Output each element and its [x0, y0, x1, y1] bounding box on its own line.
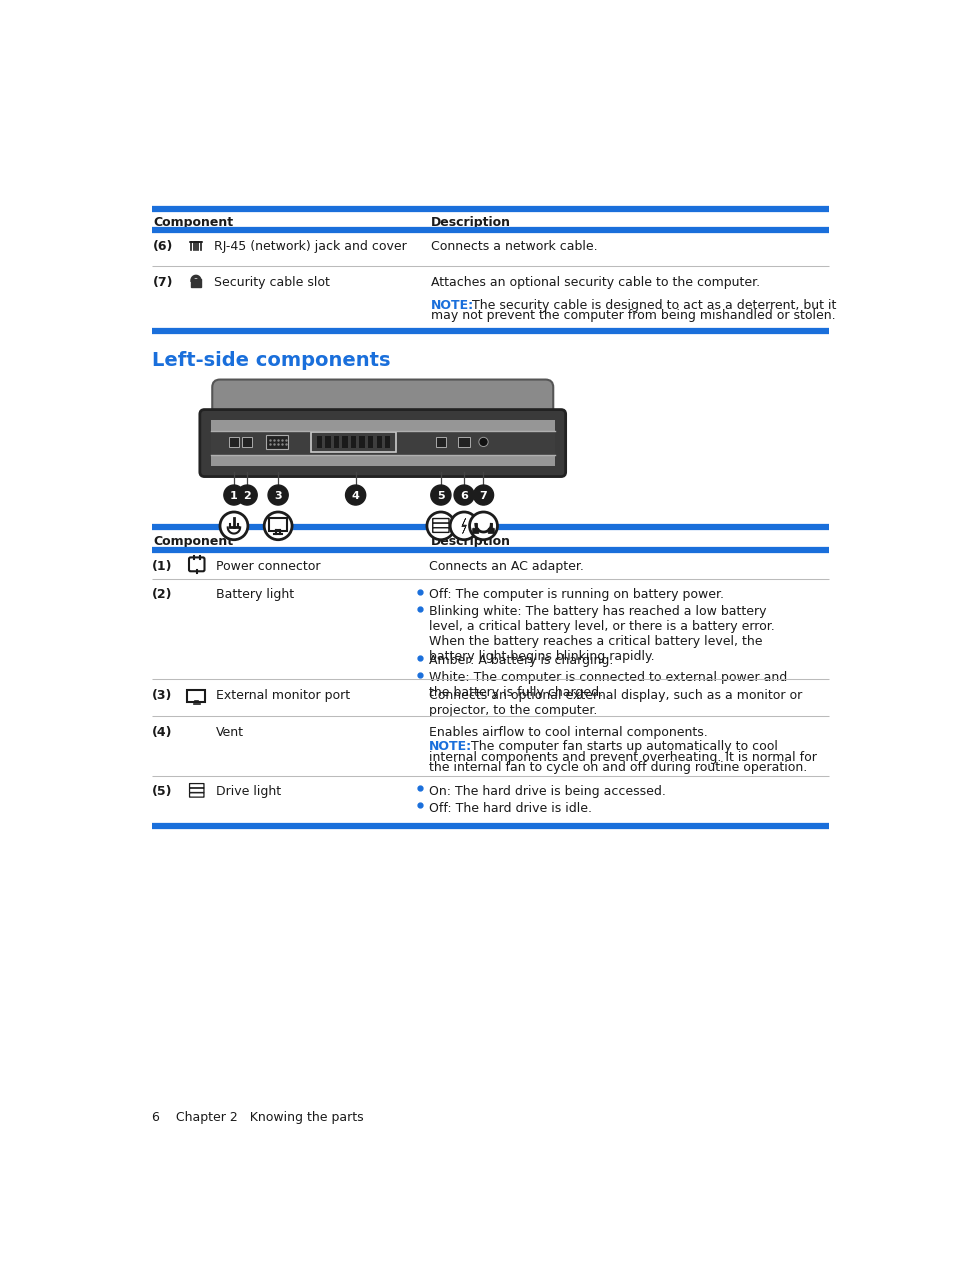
FancyBboxPatch shape — [334, 436, 339, 448]
FancyBboxPatch shape — [359, 436, 365, 448]
FancyBboxPatch shape — [316, 436, 322, 448]
Text: 6: 6 — [459, 490, 468, 500]
Circle shape — [478, 437, 488, 447]
Text: Blinking white: The battery has reached a low battery
level, a critical battery : Blinking white: The battery has reached … — [429, 606, 774, 663]
Text: (5): (5) — [152, 785, 172, 798]
FancyBboxPatch shape — [325, 436, 331, 448]
FancyBboxPatch shape — [385, 436, 390, 448]
FancyBboxPatch shape — [368, 436, 373, 448]
Circle shape — [345, 485, 365, 505]
Text: Component: Component — [153, 216, 233, 230]
Circle shape — [236, 485, 257, 505]
Circle shape — [473, 485, 493, 505]
Text: External monitor port: External monitor port — [216, 690, 350, 702]
Text: 7: 7 — [479, 490, 487, 500]
FancyBboxPatch shape — [433, 518, 449, 523]
Text: Connects a network cable.: Connects a network cable. — [431, 240, 597, 253]
Text: 5: 5 — [436, 490, 444, 500]
Text: (7): (7) — [153, 276, 173, 288]
Text: (6): (6) — [153, 240, 173, 253]
FancyBboxPatch shape — [190, 784, 204, 787]
Text: NOTE:: NOTE: — [429, 740, 472, 753]
Text: RJ-45 (network) jack and cover: RJ-45 (network) jack and cover — [213, 240, 406, 253]
Polygon shape — [461, 518, 466, 533]
Text: Description: Description — [431, 535, 510, 549]
Text: Component: Component — [153, 535, 233, 549]
Text: Connects an AC adapter.: Connects an AC adapter. — [429, 560, 583, 573]
Text: Drive light: Drive light — [216, 785, 281, 798]
FancyBboxPatch shape — [433, 523, 449, 528]
Text: the internal fan to cycle on and off during routine operation.: the internal fan to cycle on and off dur… — [429, 762, 806, 775]
Text: Power connector: Power connector — [216, 560, 320, 573]
Text: may not prevent the computer from being mishandled or stolen.: may not prevent the computer from being … — [431, 310, 835, 323]
Text: (1): (1) — [152, 560, 172, 573]
FancyBboxPatch shape — [266, 436, 288, 448]
Text: Security cable slot: Security cable slot — [213, 276, 330, 288]
Text: Off: The computer is running on battery power.: Off: The computer is running on battery … — [429, 588, 723, 601]
FancyBboxPatch shape — [342, 436, 348, 448]
FancyBboxPatch shape — [187, 690, 205, 702]
Circle shape — [264, 512, 292, 540]
Text: Description: Description — [431, 216, 510, 230]
Text: 3: 3 — [274, 490, 282, 500]
Text: The computer fan starts up automatically to cool: The computer fan starts up automatically… — [458, 740, 777, 753]
FancyBboxPatch shape — [190, 792, 204, 798]
Text: 1: 1 — [230, 490, 237, 500]
Circle shape — [224, 485, 244, 505]
FancyBboxPatch shape — [211, 431, 555, 455]
FancyBboxPatch shape — [488, 528, 494, 533]
Text: Off: The hard drive is idle.: Off: The hard drive is idle. — [429, 801, 592, 814]
FancyBboxPatch shape — [242, 437, 252, 447]
FancyBboxPatch shape — [199, 410, 565, 476]
Circle shape — [450, 512, 477, 540]
Text: White: The computer is connected to external power and
the battery is fully char: White: The computer is connected to exte… — [429, 672, 786, 700]
FancyBboxPatch shape — [191, 279, 201, 287]
Text: Attaches an optional security cable to the computer.: Attaches an optional security cable to t… — [431, 276, 760, 288]
FancyBboxPatch shape — [351, 436, 356, 448]
Text: (2): (2) — [152, 588, 172, 601]
Text: 6    Chapter 2   Knowing the parts: 6 Chapter 2 Knowing the parts — [152, 1111, 363, 1124]
Text: internal components and prevent overheating. It is normal for: internal components and prevent overheat… — [429, 751, 817, 763]
FancyBboxPatch shape — [229, 437, 238, 447]
FancyBboxPatch shape — [433, 528, 449, 532]
Text: On: The hard drive is being accessed.: On: The hard drive is being accessed. — [429, 785, 665, 798]
Text: 4: 4 — [352, 490, 359, 500]
FancyBboxPatch shape — [436, 437, 445, 447]
FancyBboxPatch shape — [212, 380, 553, 425]
FancyBboxPatch shape — [190, 789, 204, 792]
Circle shape — [469, 512, 497, 540]
Circle shape — [454, 485, 474, 505]
Text: NOTE:: NOTE: — [431, 298, 474, 311]
Text: Left-side components: Left-side components — [152, 351, 390, 370]
Text: Battery light: Battery light — [216, 588, 294, 601]
FancyBboxPatch shape — [269, 518, 287, 531]
Circle shape — [431, 485, 451, 505]
FancyBboxPatch shape — [472, 528, 478, 533]
FancyBboxPatch shape — [457, 437, 470, 447]
Text: Connects an optional external display, such as a monitor or
projector, to the co: Connects an optional external display, s… — [429, 690, 801, 718]
Text: The security cable is designed to act as a deterrent, but it: The security cable is designed to act as… — [459, 298, 836, 311]
Circle shape — [220, 512, 248, 540]
Text: Amber: A battery is charging.: Amber: A battery is charging. — [429, 654, 613, 668]
FancyBboxPatch shape — [376, 436, 381, 448]
Text: (3): (3) — [152, 690, 172, 702]
Text: 2: 2 — [243, 490, 251, 500]
FancyBboxPatch shape — [211, 420, 555, 466]
Text: Enables airflow to cool internal components.: Enables airflow to cool internal compone… — [429, 726, 707, 739]
Text: (4): (4) — [152, 726, 172, 739]
Circle shape — [268, 485, 288, 505]
Circle shape — [427, 512, 455, 540]
Text: Vent: Vent — [216, 726, 244, 739]
